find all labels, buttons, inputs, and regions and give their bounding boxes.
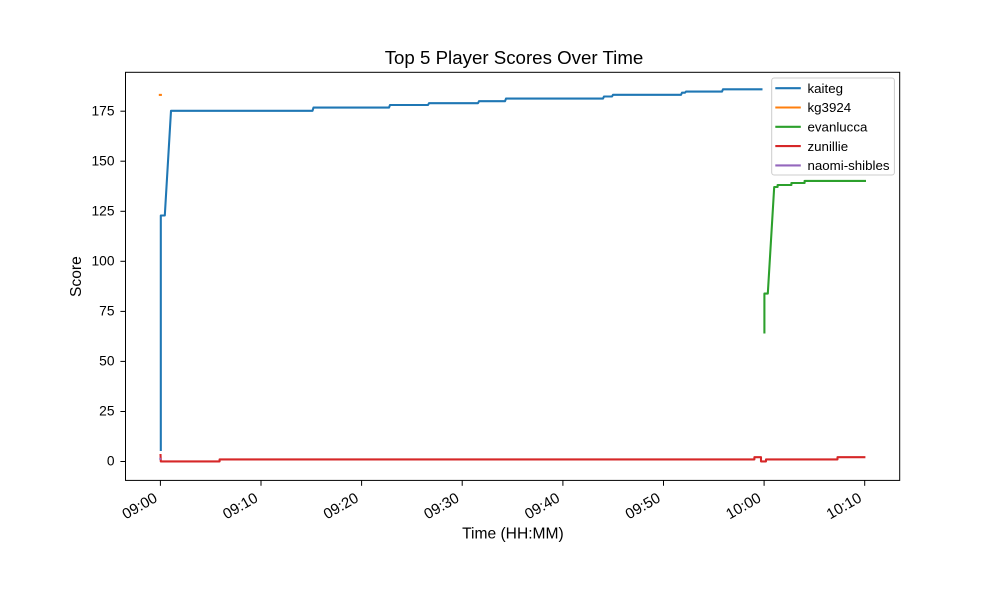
svg-text:50: 50 xyxy=(99,354,115,369)
svg-text:Score: Score xyxy=(68,256,85,297)
svg-text:175: 175 xyxy=(91,103,114,118)
svg-text:kg3924: kg3924 xyxy=(808,100,852,115)
svg-text:zunillie: zunillie xyxy=(808,139,849,154)
svg-text:150: 150 xyxy=(91,153,114,168)
svg-text:naomi-shibles: naomi-shibles xyxy=(808,158,890,173)
svg-text:25: 25 xyxy=(99,404,115,419)
svg-text:kaiteg: kaiteg xyxy=(808,81,843,96)
svg-text:75: 75 xyxy=(99,304,115,319)
svg-text:125: 125 xyxy=(91,204,114,219)
svg-text:Top 5 Player Scores Over Time: Top 5 Player Scores Over Time xyxy=(385,47,644,68)
svg-text:100: 100 xyxy=(91,254,114,269)
svg-text:Time (HH:MM): Time (HH:MM) xyxy=(462,526,564,543)
svg-text:evanlucca: evanlucca xyxy=(808,120,868,135)
svg-text:0: 0 xyxy=(107,454,115,469)
